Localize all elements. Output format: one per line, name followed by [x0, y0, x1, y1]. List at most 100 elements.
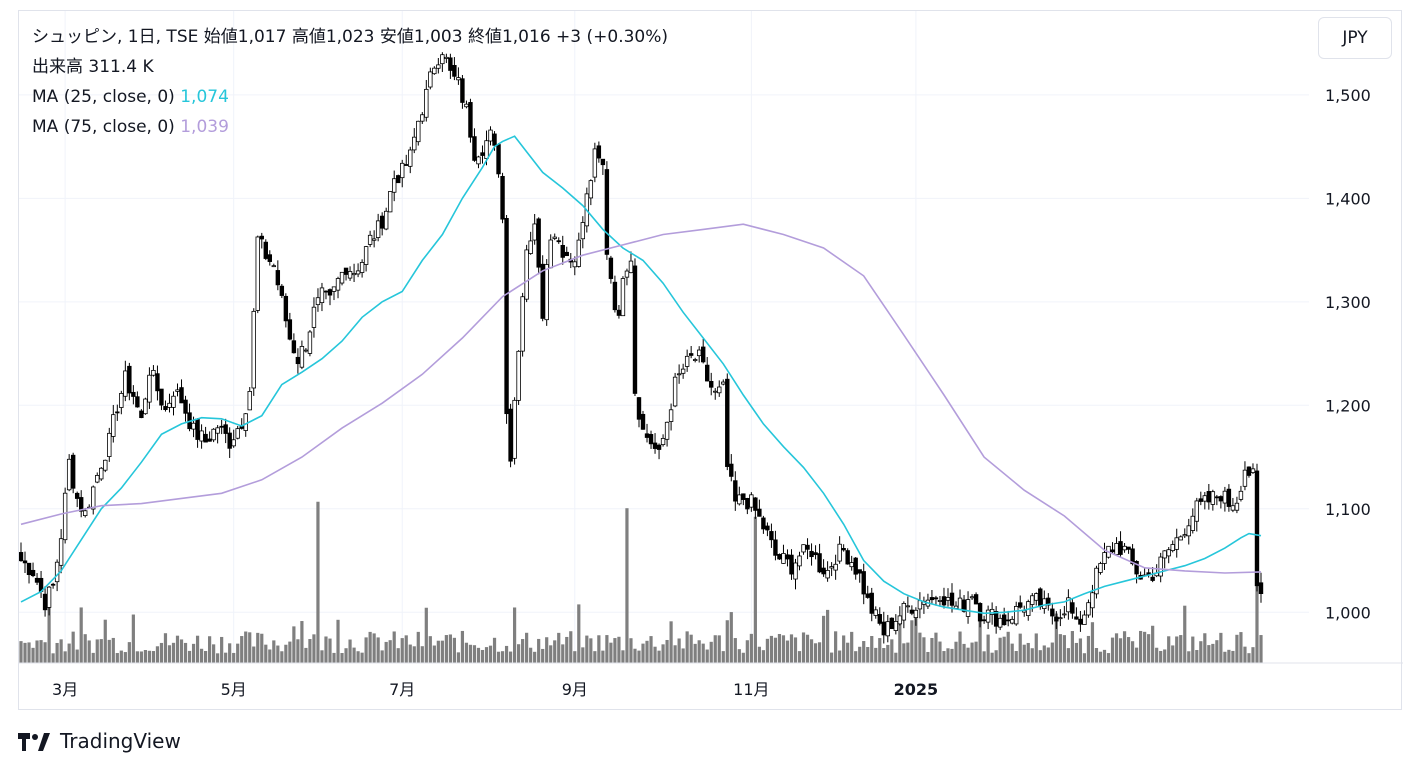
candle-body — [247, 391, 252, 411]
volume-bar — [216, 653, 220, 663]
chart-legend: シュッピン, 1日, TSE 始値1,017 高値1,023 安値1,003 終… — [32, 22, 668, 142]
volume-bar — [248, 632, 252, 663]
candle-body — [412, 136, 417, 151]
volume-bar — [1191, 636, 1195, 663]
candle-body — [604, 169, 610, 255]
candle-body — [869, 592, 874, 614]
candle-body — [299, 346, 305, 368]
candle-body — [355, 270, 361, 275]
volume-bar — [432, 645, 436, 663]
volume-bar — [1259, 635, 1263, 663]
candle-body — [343, 267, 349, 275]
volume-bar — [232, 652, 236, 663]
volume-bar — [63, 651, 67, 663]
candle-body — [1246, 466, 1252, 476]
volume-bar — [645, 640, 649, 663]
volume-bar — [874, 647, 878, 663]
candle-body — [1094, 567, 1099, 595]
volume-bar — [673, 645, 677, 663]
volume-bar — [412, 646, 416, 663]
volume-line: 出来高 311.4 K — [32, 57, 154, 77]
volume-bar — [1134, 647, 1139, 663]
candle-body — [1226, 488, 1232, 507]
volume-bar — [862, 641, 866, 663]
candle-body — [223, 424, 228, 434]
candle-body — [404, 164, 409, 166]
volume-bar — [103, 619, 107, 663]
candle-body — [688, 353, 694, 356]
volume-bar — [1006, 631, 1010, 663]
volume-bar — [488, 645, 493, 663]
volume-bar — [119, 650, 123, 663]
candle-body — [315, 297, 321, 306]
candle-body — [1018, 602, 1023, 608]
candle-body — [1114, 543, 1119, 556]
candle-body — [46, 586, 52, 608]
candle-body — [1122, 545, 1127, 551]
volume-bar — [850, 631, 854, 663]
volume-bar — [681, 648, 685, 663]
candle-body — [624, 270, 630, 278]
volume-bar — [1066, 648, 1070, 663]
volume-bar — [994, 650, 998, 663]
volume-bar — [1098, 651, 1103, 663]
volume-bar — [725, 620, 729, 663]
volume-bar — [890, 639, 894, 663]
candle-body — [556, 240, 561, 243]
volume-bar — [175, 635, 180, 663]
volume-bar — [183, 642, 188, 663]
volume-bar — [1223, 651, 1227, 663]
candle-body — [560, 245, 565, 258]
volume-bar — [557, 632, 561, 663]
candle-body — [195, 418, 200, 440]
tradingview-logo[interactable]: TradingView — [18, 729, 181, 753]
candle-body — [897, 615, 903, 625]
volume-bar — [308, 639, 312, 663]
volume-bar — [1038, 650, 1042, 663]
volume-bar — [1034, 633, 1038, 663]
candle-body — [600, 158, 606, 166]
candle-body — [572, 261, 577, 268]
volume-bar — [416, 631, 420, 663]
volume-bar — [492, 637, 497, 663]
candle-body — [829, 566, 834, 569]
candle-body — [973, 594, 979, 605]
volume-bar — [866, 647, 870, 663]
volume-bar — [1195, 650, 1199, 663]
currency-button[interactable]: JPY — [1318, 17, 1392, 59]
volume-bar — [384, 641, 388, 663]
candle-body — [981, 619, 987, 622]
volume-bar — [444, 635, 448, 663]
candle-body — [251, 310, 256, 389]
candle-body — [392, 178, 397, 193]
candle-body — [1038, 588, 1043, 608]
candle-body — [1062, 613, 1067, 616]
volume-bar — [508, 651, 513, 663]
volume-bar — [641, 643, 645, 663]
volume-bar — [199, 648, 204, 663]
volume-bar — [380, 650, 384, 663]
candle-body — [379, 215, 385, 229]
volume-bar — [1126, 637, 1131, 663]
candle-body — [167, 402, 172, 408]
candle-body — [1218, 496, 1224, 502]
volume-bar — [821, 615, 826, 663]
candle-body — [420, 114, 425, 122]
price-chart[interactable]: 1,000 1,100 1,200 1,300 1,400 1,500 3月 5月 7月 9月 11… — [19, 11, 1403, 711]
candle-body — [1210, 491, 1216, 505]
candle-body — [684, 355, 690, 367]
chart-frame[interactable]: 1,000 1,100 1,200 1,300 1,400 1,500 3月 5月 7月 9月 11… — [18, 10, 1403, 711]
volume-bar — [701, 643, 705, 663]
candle-body — [1182, 534, 1187, 537]
y-tick-label: 1,500 — [1325, 86, 1371, 105]
candle-body — [1150, 576, 1155, 581]
candle-body — [408, 149, 413, 167]
volume-bar — [91, 652, 95, 663]
volume-bar — [793, 637, 798, 663]
candle-body — [107, 432, 112, 457]
volume-bar — [268, 649, 272, 663]
candle-body — [512, 399, 517, 459]
candle-body — [1198, 498, 1204, 502]
volume-bar — [713, 635, 717, 663]
candle-body — [741, 493, 746, 500]
